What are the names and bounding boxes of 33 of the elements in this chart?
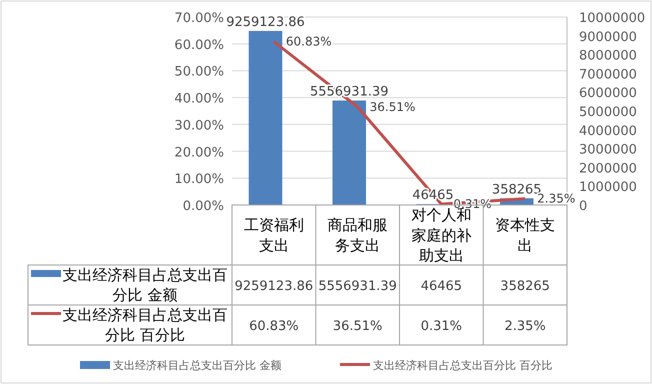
y2-tick-label: 1000000 xyxy=(579,180,637,196)
data-label: 5556931.39 xyxy=(318,279,397,294)
y-tick-label: 40.00% xyxy=(174,92,224,107)
data-label: 9259123.86 xyxy=(234,279,314,294)
y-tick-label: 50.00% xyxy=(174,64,224,80)
legend: 支出经济科目占总支出百分比 金额 支出经济科目占总支出百分比 百分比 xyxy=(80,359,552,372)
y-tick-label: 10.00% xyxy=(174,172,224,188)
y2-tick-label: 4000000 xyxy=(579,124,637,139)
y-tick-label: 0.00% xyxy=(182,199,224,214)
y2-tick-label: 2000000 xyxy=(579,161,637,176)
x-tick-label: 资本性支出 xyxy=(495,216,556,254)
y-tick-label: 20.00% xyxy=(174,145,224,160)
y2-tick-label: 0 xyxy=(579,199,588,214)
data-label: 60.83% xyxy=(249,319,299,334)
y2-tick-label: 7000000 xyxy=(579,67,637,82)
y2-tick-label: 6000000 xyxy=(579,86,637,102)
y2-tick-label: 8000000 xyxy=(579,48,637,64)
y-tick-label: 60.00% xyxy=(174,38,224,53)
y2-tick-label: 5000000 xyxy=(579,105,637,120)
y-tick-label: 30.00% xyxy=(174,118,224,134)
data-label: 2.35% xyxy=(504,319,546,334)
data-label: 46465 xyxy=(420,279,462,294)
data-label: 0.31% xyxy=(420,319,462,334)
x-tick-label: 商品和服务支出 xyxy=(328,216,388,254)
y2-tick-label: 9000000 xyxy=(579,30,637,45)
y2-tick-label: 10000000 xyxy=(579,11,646,26)
legend-label: 支出经济科目占总支出百分比 金额 xyxy=(62,265,228,305)
data-label: 358265 xyxy=(500,279,550,294)
data-label: 36.51% xyxy=(332,319,382,334)
legend-label: 支出经济科目占总支出百分比 百分比 xyxy=(62,305,228,345)
y-tick-label: 70.00% xyxy=(174,11,224,26)
x-tick-label: 工资福利支出 xyxy=(244,216,304,254)
y2-tick-label: 3000000 xyxy=(579,142,637,158)
